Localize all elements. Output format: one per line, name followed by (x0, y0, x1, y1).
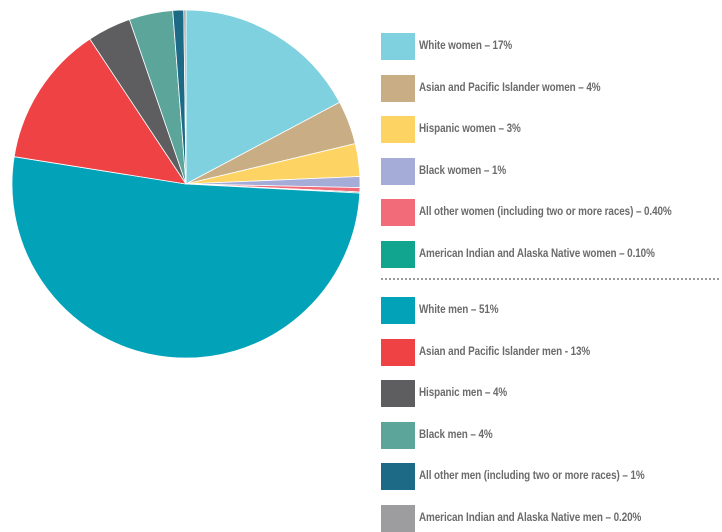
legend-item: Black men – 4% (381, 421, 505, 449)
legend-label: White men – 51% (419, 304, 499, 316)
legend-swatch (381, 338, 415, 366)
legend-swatch (381, 421, 415, 449)
legend-item: Asian and Pacific Islander men - 13% (381, 338, 618, 366)
legend-swatch (381, 296, 415, 324)
legend-swatch (381, 379, 415, 407)
pie-chart (11, 9, 361, 359)
legend-item: All other women (including two or more r… (381, 198, 713, 226)
legend-item: Hispanic men – 4% (381, 379, 521, 407)
legend-label: Asian and Pacific Islander men - 13% (419, 346, 591, 358)
legend-item: Black women – 1% (381, 157, 520, 185)
legend-swatch (381, 157, 415, 185)
legend-item: White men – 51% (381, 296, 511, 324)
legend-swatch (381, 74, 415, 102)
legend-swatch (381, 198, 415, 226)
legend-label: Hispanic women – 3% (419, 123, 521, 135)
legend-item: Asian and Pacific Islander women – 4% (381, 74, 630, 102)
legend-label: White women – 17% (419, 40, 513, 52)
legend-label: Black women – 1% (419, 165, 507, 177)
pie-slice-6 (11, 156, 361, 359)
legend-label: Hispanic men – 4% (419, 387, 508, 399)
legend-label: All other women (including two or more r… (419, 206, 672, 218)
legend-label: Asian and Pacific Islander women – 4% (419, 82, 601, 94)
pie-slice-7 (13, 38, 187, 185)
legend-label: Black men – 4% (419, 429, 493, 441)
legend-swatch (381, 115, 415, 143)
legend-swatch (381, 32, 415, 60)
legend-divider (381, 278, 719, 280)
legend-label: American Indian and Alaska Native women … (419, 248, 655, 260)
legend-swatch (381, 504, 415, 532)
legend-swatch (381, 462, 415, 490)
legend-swatch (381, 240, 415, 268)
legend-label: All other men (including two or more rac… (419, 470, 645, 482)
legend: White women – 17% Asian and Pacific Islan… (381, 0, 722, 532)
legend-item: American Indian and Alaska Native women … (381, 240, 693, 268)
legend-item: Hispanic women – 3% (381, 115, 537, 143)
pie-slice-11 (183, 9, 187, 185)
pie-slice-0 (185, 9, 341, 185)
legend-item: White women – 17% (381, 32, 527, 60)
legend-item: American Indian and Alaska Native men – … (381, 504, 677, 532)
legend-label: American Indian and Alaska Native men – … (419, 512, 642, 524)
legend-item: All other men (including two or more rac… (381, 462, 681, 490)
